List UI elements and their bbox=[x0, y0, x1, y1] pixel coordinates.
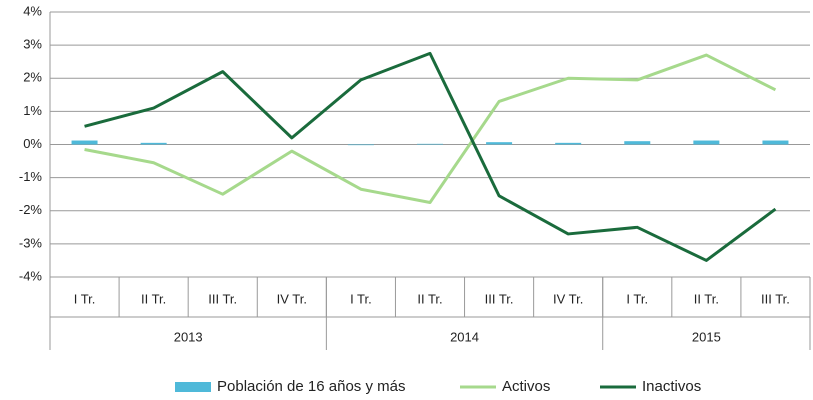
x-tick-label: I Tr. bbox=[74, 291, 96, 306]
legend-label: Población de 16 años y más bbox=[217, 378, 405, 395]
y-tick-label: 3% bbox=[23, 37, 42, 52]
bar bbox=[762, 140, 789, 145]
bar bbox=[71, 140, 98, 145]
line bbox=[84, 51, 777, 262]
y-tick-label: 2% bbox=[23, 70, 42, 85]
y-tick-label: -3% bbox=[19, 235, 43, 250]
x-tick-label: III Tr. bbox=[485, 291, 514, 306]
y-tick-label: 1% bbox=[23, 103, 42, 118]
bar bbox=[693, 140, 720, 145]
line bbox=[84, 53, 777, 204]
group-label: 2015 bbox=[692, 329, 721, 344]
group-label: 2014 bbox=[450, 329, 479, 344]
y-tick-label: -2% bbox=[19, 202, 43, 217]
bar bbox=[555, 142, 582, 145]
x-tick-label: III Tr. bbox=[761, 291, 790, 306]
legend-swatch bbox=[175, 382, 211, 392]
bar bbox=[417, 143, 443, 145]
group-label: 2013 bbox=[174, 329, 203, 344]
y-tick-label: -4% bbox=[19, 268, 43, 283]
legend-label: Inactivos bbox=[642, 378, 701, 395]
x-tick-label: I Tr. bbox=[626, 291, 648, 306]
x-tick-label: II Tr. bbox=[694, 291, 719, 306]
x-tick-label: II Tr. bbox=[417, 291, 442, 306]
y-tick-label: -1% bbox=[19, 169, 43, 184]
legend-label: Activos bbox=[502, 378, 550, 395]
bar bbox=[347, 144, 374, 146]
bar bbox=[486, 142, 513, 145]
x-tick-label: II Tr. bbox=[141, 291, 166, 306]
x-tick-label: III Tr. bbox=[208, 291, 237, 306]
x-tick-label: IV Tr. bbox=[277, 291, 307, 306]
bar bbox=[624, 141, 651, 145]
x-tick-label: IV Tr. bbox=[553, 291, 583, 306]
y-tick-label: 0% bbox=[23, 136, 42, 151]
bar bbox=[140, 142, 167, 145]
y-tick-label: 4% bbox=[23, 3, 42, 18]
x-tick-label: I Tr. bbox=[350, 291, 372, 306]
